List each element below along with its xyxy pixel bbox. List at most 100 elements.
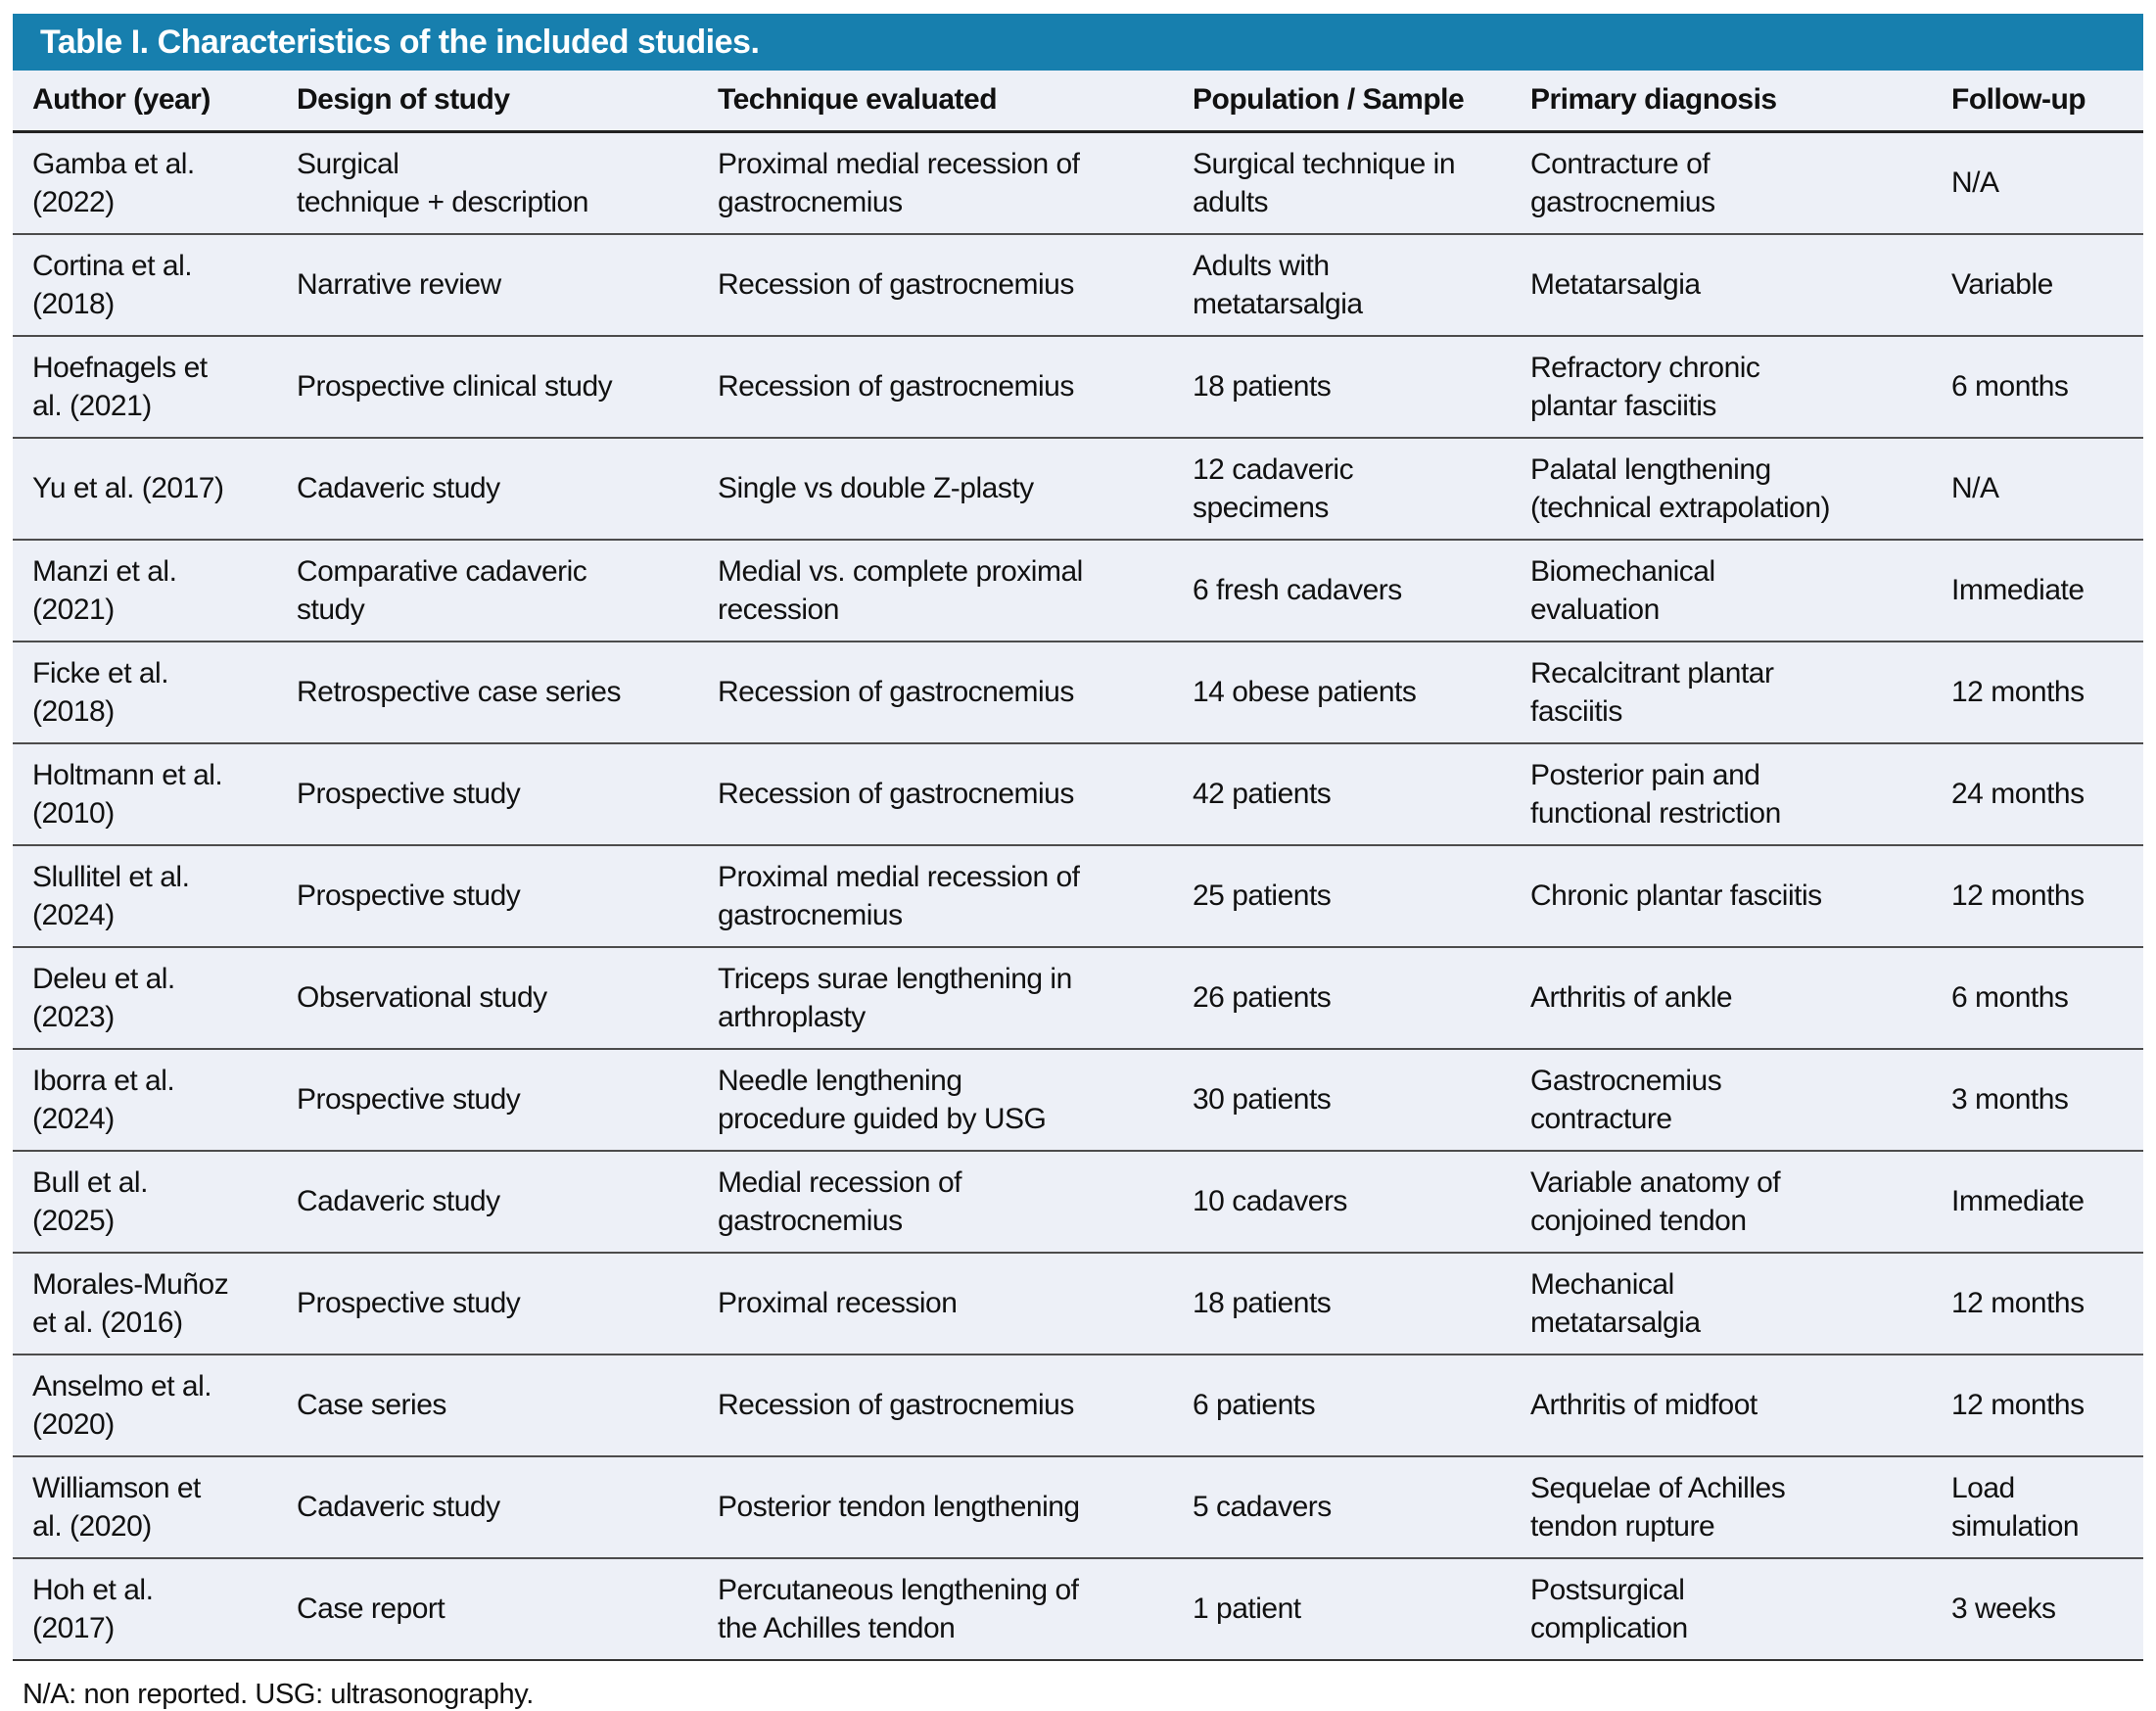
table-cell: Recession of gastrocnemius [698, 742, 1173, 846]
column-header-follow-up: Follow-up [1932, 71, 2143, 133]
table-cell: Gamba et al. (2022) [13, 131, 277, 235]
table-cell: Metatarsalgia [1511, 233, 1932, 337]
table-cell: Proximal medial recession of gastrocnemi… [698, 131, 1173, 235]
table-row: Deleu et al. (2023) Observational study Tr… [13, 946, 2143, 1050]
table-cell: Morales-Muñoz et al. (2016) [13, 1252, 277, 1355]
table-cell: Cadaveric study [277, 1455, 698, 1559]
table-cell: Medial recession of gastrocnemius [698, 1150, 1173, 1254]
table-cell: Variable [1932, 233, 2143, 337]
table-row: Slullitel et al. (2024) Prospective study… [13, 844, 2143, 948]
table-cell: Prospective study [277, 742, 698, 846]
table-cell: Triceps surae lengthening in arthroplast… [698, 946, 1173, 1050]
table-cell: 10 cadavers [1173, 1150, 1511, 1254]
table-cell: 6 months [1932, 946, 2143, 1050]
table-cell: Arthritis of midfoot [1511, 1354, 1932, 1457]
table-row: Anselmo et al. (2020) Case series Recessio… [13, 1354, 2143, 1457]
table-row: Hoefnagels et al. (2021) Prospective clin… [13, 335, 2143, 439]
table-row: Hoh et al. (2017) Case report Percutaneous… [13, 1557, 2143, 1661]
table-cell: Comparative cadaveric study [277, 539, 698, 642]
column-header-design-of-study: Design of study [277, 71, 698, 133]
table-cell: 18 patients [1173, 1252, 1511, 1355]
table-cell: Gastrocnemius contracture [1511, 1048, 1932, 1152]
table-cell: Chronic plantar fasciitis [1511, 844, 1932, 948]
table-cell: Needle lengthening procedure guided by U… [698, 1048, 1173, 1152]
table-cell: 30 patients [1173, 1048, 1511, 1152]
table-cell: Palatal lengthening (technical extrapola… [1511, 437, 1932, 541]
table-cell: 26 patients [1173, 946, 1511, 1050]
table-cell: Percutaneous lengthening of the Achilles… [698, 1557, 1173, 1661]
table-cell: 12 months [1932, 641, 2143, 744]
table-cell: Sequelae of Achilles tendon rupture [1511, 1455, 1932, 1559]
table-cell: Bull et al. (2025) [13, 1150, 277, 1254]
table-cell: Proximal medial recession of gastrocnemi… [698, 844, 1173, 948]
table-cell: Recalcitrant plantar fasciitis [1511, 641, 1932, 744]
table-cell: Medial vs. complete proximal recession [698, 539, 1173, 642]
table-title-bar: Table I. Characteristics of the included… [13, 14, 2143, 71]
table-cell: Cadaveric study [277, 1150, 698, 1254]
table-cell: Biomechanical evaluation [1511, 539, 1932, 642]
table-cell: 3 weeks [1932, 1557, 2143, 1661]
table-cell: Narrative review [277, 233, 698, 337]
table-cell: Surgical technique + description [277, 131, 698, 235]
table-cell: Holtmann et al. (2010) [13, 742, 277, 846]
table-cell: Prospective clinical study [277, 335, 698, 439]
table-cell: Cadaveric study [277, 437, 698, 541]
table-cell: Immediate [1932, 1150, 2143, 1254]
table-cell: Variable anatomy of conjoined tendon [1511, 1150, 1932, 1254]
table-cell: Proximal recession [698, 1252, 1173, 1355]
table-row: Morales-Muñoz et al. (2016) Prospective s… [13, 1252, 2143, 1355]
table-row: Bull et al. (2025) Cadaveric study Medial … [13, 1150, 2143, 1254]
table-row: Cortina et al. (2018) Narrative review Rec… [13, 233, 2143, 337]
table-cell: 12 months [1932, 844, 2143, 948]
table-cell: 42 patients [1173, 742, 1511, 846]
table-cell: Prospective study [277, 1048, 698, 1152]
table-header-row: Author (year) Design of study Technique … [13, 71, 2143, 133]
table-cell: Case report [277, 1557, 698, 1661]
table-cell: 14 obese patients [1173, 641, 1511, 744]
table-cell: N/A [1932, 131, 2143, 235]
table-cell: Ficke et al. (2018) [13, 641, 277, 744]
column-header-population-sample: Population / Sample [1173, 71, 1511, 133]
table-title: Table I. Characteristics of the included… [40, 24, 760, 61]
table-cell: 3 months [1932, 1048, 2143, 1152]
table-cell: 1 patient [1173, 1557, 1511, 1661]
table-cell: 12 cadaveric specimens [1173, 437, 1511, 541]
table-cell: Case series [277, 1354, 698, 1457]
table-cell: Posterior pain and functional restrictio… [1511, 742, 1932, 846]
table-cell: 12 months [1932, 1252, 2143, 1355]
table-row: Gamba et al. (2022) Surgical technique + … [13, 131, 2143, 235]
table-cell: 12 months [1932, 1354, 2143, 1457]
table-footnote: N/A: non reported. USG: ultrasonography. [23, 1678, 534, 1710]
table-cell: Yu et al. (2017) [13, 437, 277, 541]
table-cell: 6 fresh cadavers [1173, 539, 1511, 642]
table-cell: Prospective study [277, 1252, 698, 1355]
table-cell: 18 patients [1173, 335, 1511, 439]
table-cell: Iborra et al. (2024) [13, 1048, 277, 1152]
table-cell: Hoefnagels et al. (2021) [13, 335, 277, 439]
table-row: Iborra et al. (2024) Prospective study Nee… [13, 1048, 2143, 1152]
table-cell: 6 patients [1173, 1354, 1511, 1457]
table-row: Yu et al. (2017) Cadaveric study Single vs… [13, 437, 2143, 541]
column-header-author-year: Author (year) [13, 71, 277, 133]
table-cell: Recession of gastrocnemius [698, 233, 1173, 337]
column-header-primary-diagnosis: Primary diagnosis [1511, 71, 1932, 133]
table-cell: Anselmo et al. (2020) [13, 1354, 277, 1457]
table-row: Holtmann et al. (2010) Prospective study R… [13, 742, 2143, 846]
table-cell: Cortina et al. (2018) [13, 233, 277, 337]
table-cell: N/A [1932, 437, 2143, 541]
table-cell: Arthritis of ankle [1511, 946, 1932, 1050]
table-cell: 24 months [1932, 742, 2143, 846]
table-cell: Mechanical metatarsalgia [1511, 1252, 1932, 1355]
table-cell: 5 cadavers [1173, 1455, 1511, 1559]
table-cell: Manzi et al. (2021) [13, 539, 277, 642]
table-cell: Hoh et al. (2017) [13, 1557, 277, 1661]
table-cell: Slullitel et al. (2024) [13, 844, 277, 948]
table-cell: Load simulation [1932, 1455, 2143, 1559]
table-cell: 25 patients [1173, 844, 1511, 948]
table-cell: Observational study [277, 946, 698, 1050]
table-cell: Contracture of gastrocnemius [1511, 131, 1932, 235]
table-cell: Recession of gastrocnemius [698, 641, 1173, 744]
table-cell: Posterior tendon lengthening [698, 1455, 1173, 1559]
table-cell: 6 months [1932, 335, 2143, 439]
table-cell: Retrospective case series [277, 641, 698, 744]
